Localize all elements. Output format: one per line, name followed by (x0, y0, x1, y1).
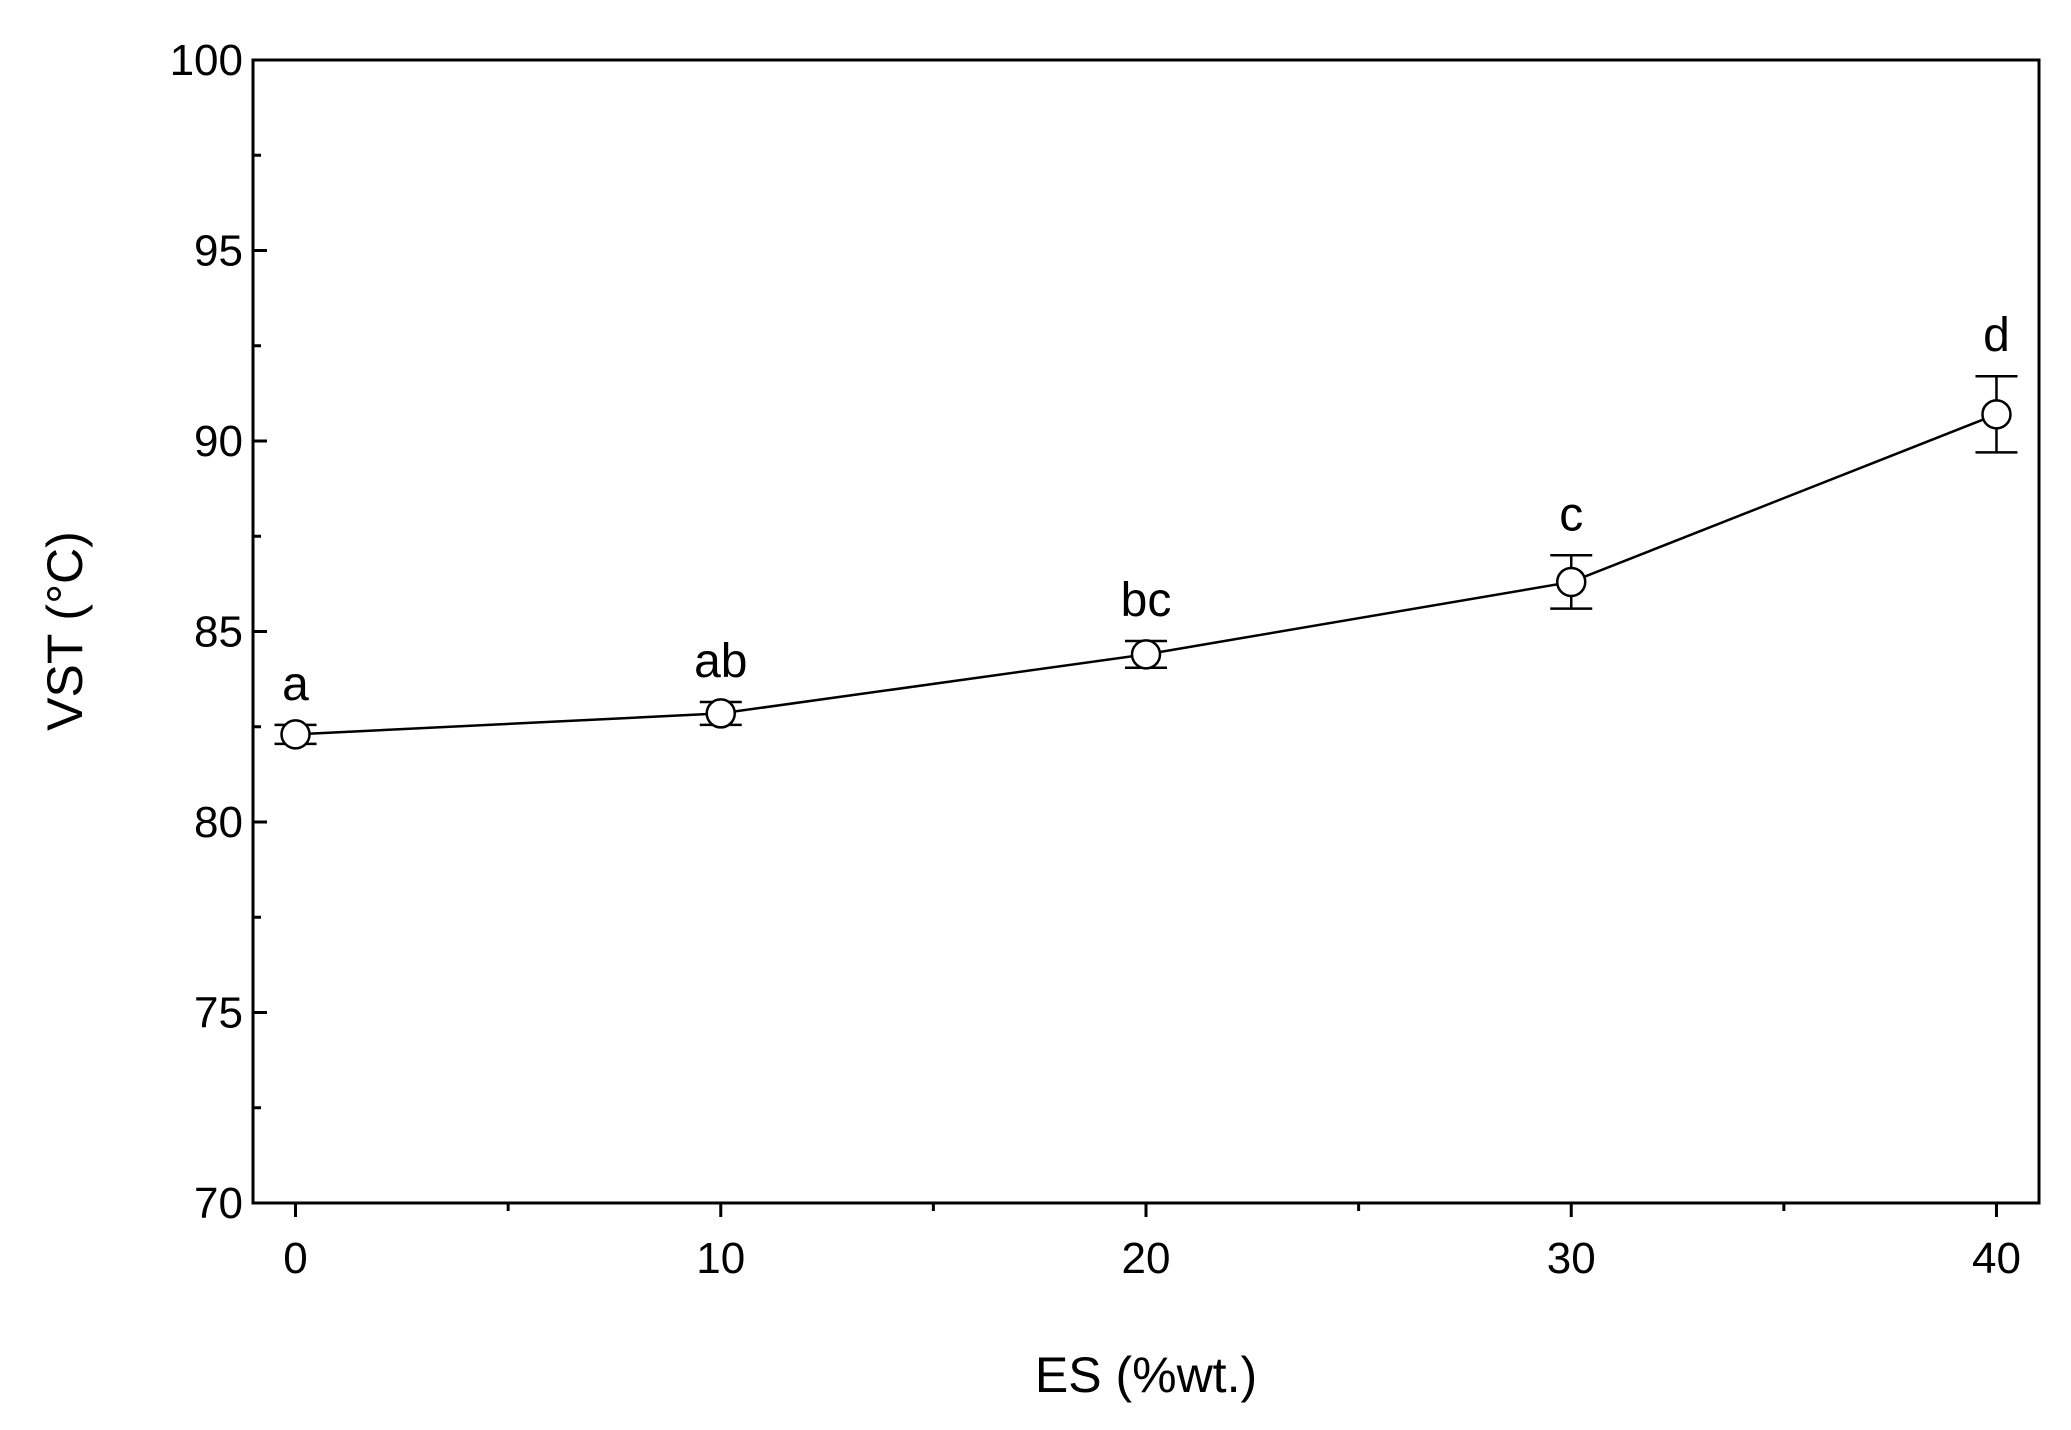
y-tick-label: 70 (194, 1179, 243, 1228)
significance-label: d (1983, 309, 2010, 362)
y-axis-title: VST (°C) (37, 531, 93, 731)
significance-label: a (282, 658, 309, 711)
y-tick-label: 85 (194, 608, 243, 657)
x-axis: 0 10 20 30 40 (283, 1203, 2021, 1283)
x-axis-title: ES (%wt.) (1035, 1347, 1257, 1403)
data-point (280, 719, 311, 750)
significance-label: c (1559, 488, 1583, 541)
y-tick-label: 80 (194, 798, 243, 847)
x-tick-label: 10 (696, 1234, 745, 1283)
x-tick-label: 0 (283, 1234, 307, 1283)
plot-frame (251, 58, 2041, 1205)
data-point (1981, 399, 2012, 430)
x-tick-label: 40 (1972, 1234, 2021, 1283)
y-tick-label: 100 (170, 36, 243, 85)
x-tick-label: 20 (1122, 1234, 1171, 1283)
data-point (1555, 566, 1587, 598)
data-point (1130, 639, 1162, 670)
significance-label: bc (1121, 574, 1172, 627)
data-point (705, 698, 737, 729)
significance-label: ab (694, 635, 747, 688)
series-layer: a ab bc c d (274, 309, 2018, 750)
y-tick-label: 95 (194, 227, 243, 276)
x-tick-label: 30 (1547, 1234, 1596, 1283)
y-axis: 70 75 80 85 90 95 100 (170, 36, 267, 1228)
y-tick-label: 75 (194, 989, 243, 1038)
y-tick-label: 90 (194, 417, 243, 466)
